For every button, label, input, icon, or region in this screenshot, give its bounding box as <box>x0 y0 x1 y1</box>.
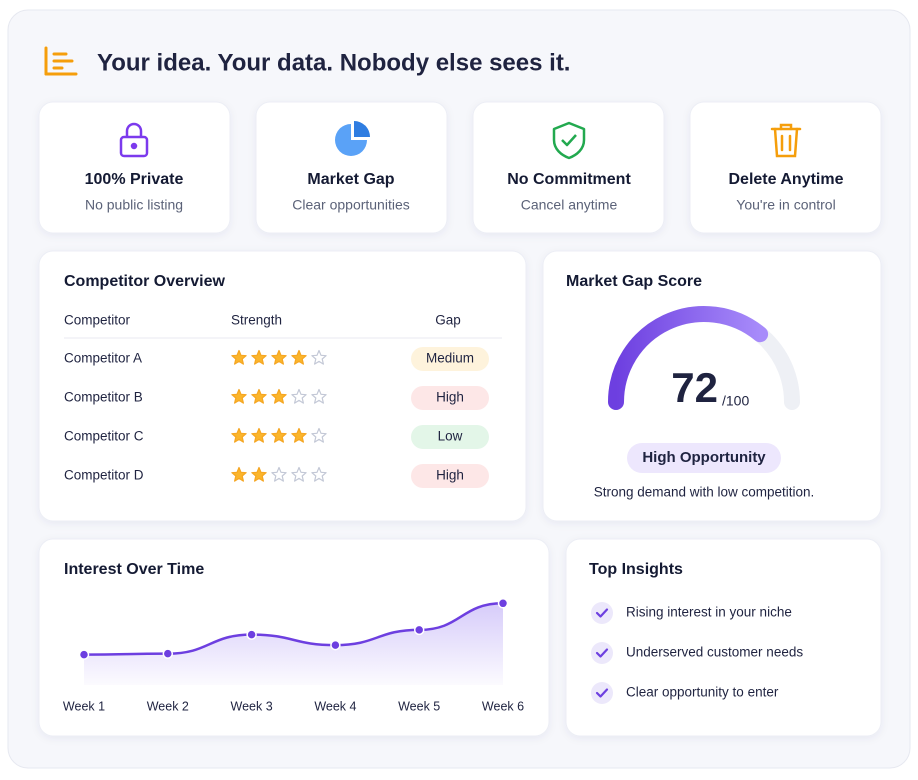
gauge-card <box>542 250 882 522</box>
column-header: Gap <box>435 313 461 328</box>
check <box>595 688 609 698</box>
check <box>595 608 609 618</box>
pie-icon <box>335 121 370 156</box>
point <box>330 639 341 651</box>
check <box>595 648 609 658</box>
line <box>83 602 504 656</box>
star <box>311 466 327 482</box>
trash-icon <box>770 123 802 158</box>
x-tick-label: Week 3 <box>231 699 273 713</box>
point <box>162 648 174 659</box>
check-badge <box>591 682 613 704</box>
feature-card <box>472 101 665 234</box>
feature-subtitle: Clear opportunities <box>292 197 410 213</box>
gap-pill <box>411 347 489 371</box>
insight-text: Underserved customer needs <box>626 645 803 660</box>
x-tick-label: Week 4 <box>314 699 356 713</box>
star <box>271 349 287 365</box>
gauge-value <box>608 306 769 410</box>
insight-text: Rising interest in your niche <box>626 605 792 620</box>
star-rating <box>231 349 327 365</box>
star <box>231 466 247 482</box>
star <box>251 349 267 365</box>
card-title: Market Gap Score <box>566 273 702 290</box>
check-badge <box>591 642 613 664</box>
feature-title: No Commitment <box>507 171 631 188</box>
star-rating <box>231 388 327 404</box>
x-tick-label: Week 5 <box>398 699 440 713</box>
gap-label: Low <box>438 429 463 444</box>
gap-pill <box>411 464 489 488</box>
feature-title: Market Gap <box>307 171 394 188</box>
star <box>311 388 327 404</box>
chart-title: Interest Over Time <box>64 561 204 578</box>
gap-pill <box>411 425 489 449</box>
x-tick-label: Week 2 <box>147 699 189 713</box>
feature-card <box>255 101 448 234</box>
competitor-card <box>38 250 527 522</box>
column-header: Competitor <box>64 313 131 328</box>
card-title: Competitor Overview <box>64 273 225 290</box>
star <box>271 427 287 443</box>
gauge-scale: /100 <box>722 393 749 409</box>
competitor-name: Competitor C <box>64 429 144 444</box>
competitor-name: Competitor B <box>64 390 143 405</box>
feature-title: Delete Anytime <box>729 171 844 188</box>
star <box>271 388 287 404</box>
gap-pill <box>411 386 489 410</box>
x-tick-label: Week 6 <box>482 699 524 713</box>
feature-subtitle: You're in control <box>736 197 835 213</box>
star <box>311 349 327 365</box>
insight-text: Clear opportunity to enter <box>626 685 779 700</box>
gauge-caption: Strong demand with low competition. <box>594 485 815 500</box>
badge-label: High Opportunity <box>642 449 766 466</box>
star <box>291 466 307 482</box>
feature-title: 100% Private <box>85 171 184 188</box>
chart-card <box>38 538 550 737</box>
insights-card <box>565 538 882 737</box>
gauge-score: 72 <box>671 364 718 411</box>
line-area <box>84 603 503 685</box>
shield-icon <box>552 121 586 160</box>
card-title: Top Insights <box>589 561 683 578</box>
lock-icon <box>119 122 149 158</box>
star <box>291 388 307 404</box>
gap-label: High <box>436 390 464 405</box>
competitor-name: Competitor D <box>64 468 144 483</box>
star <box>251 388 267 404</box>
competitor-name: Competitor A <box>64 351 142 366</box>
feature-subtitle: No public listing <box>85 197 183 213</box>
gap-label: High <box>436 468 464 483</box>
star <box>291 427 307 443</box>
point <box>413 624 425 636</box>
point <box>497 598 509 609</box>
star <box>311 427 327 443</box>
page-title: Your idea. Your data. Nobody else sees i… <box>97 49 570 76</box>
feature-subtitle: Cancel anytime <box>521 197 618 213</box>
badge <box>627 443 781 473</box>
star-rating <box>231 466 327 482</box>
feature-card <box>689 101 882 234</box>
point <box>246 629 257 640</box>
column-header: Strength <box>231 313 282 328</box>
star <box>251 427 267 443</box>
star <box>231 349 247 365</box>
star <box>291 349 307 365</box>
star <box>251 466 267 482</box>
x-tick-label: Week 1 <box>63 699 105 713</box>
star <box>231 427 247 443</box>
point <box>78 649 90 660</box>
gap-label: Medium <box>426 351 474 366</box>
feature-card <box>38 101 231 234</box>
check-badge <box>591 602 613 624</box>
star <box>271 466 287 482</box>
header-icon <box>44 46 78 76</box>
star <box>231 388 247 404</box>
star-rating <box>231 427 327 443</box>
